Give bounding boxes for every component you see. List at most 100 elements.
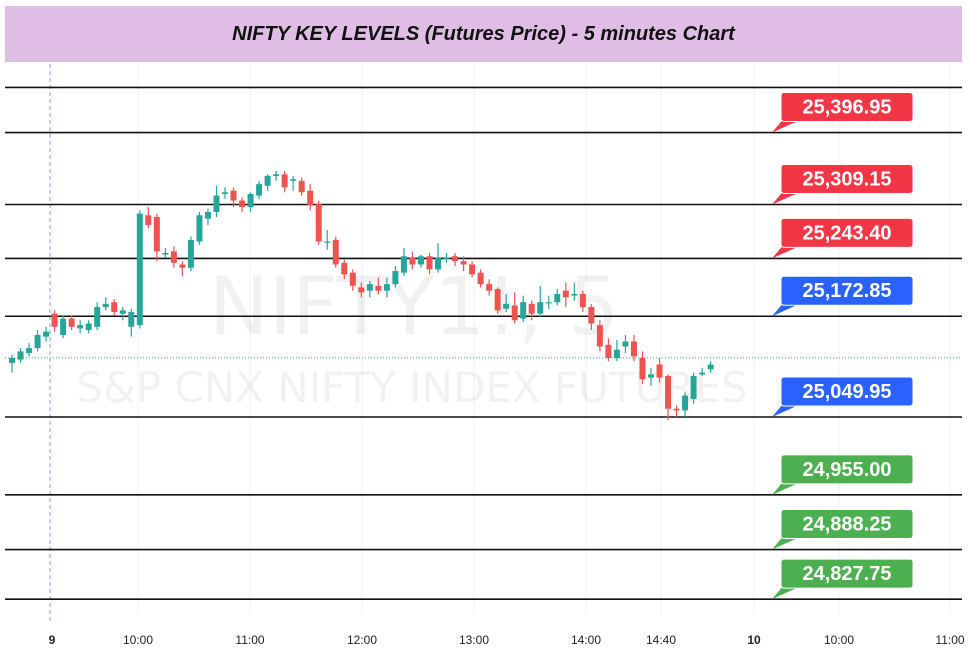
candle-body <box>383 284 390 291</box>
x-tick-label: 9 <box>49 633 56 647</box>
callout-box <box>780 275 914 306</box>
candle <box>68 315 75 331</box>
candle <box>102 297 109 311</box>
candle-body <box>256 184 263 196</box>
candle <box>503 293 510 313</box>
candle <box>596 320 603 352</box>
candle-body <box>537 302 544 314</box>
candle-body <box>639 357 646 380</box>
candle <box>43 326 50 342</box>
candle <box>630 334 637 362</box>
candle <box>153 213 160 262</box>
candle <box>34 330 41 352</box>
candle <box>196 212 203 245</box>
level-callout: 24,888.25 <box>772 509 914 550</box>
candle <box>111 298 118 316</box>
x-tick-label: 13:00 <box>459 633 489 647</box>
candle <box>187 236 194 272</box>
candle-body <box>179 264 186 268</box>
candle <box>60 315 67 339</box>
candle <box>452 252 459 267</box>
candle <box>341 259 348 280</box>
chart-title-banner: NIFTY KEY LEVELS (Futures Price) - 5 min… <box>5 6 962 62</box>
candle-body <box>494 289 501 311</box>
candle <box>358 282 365 298</box>
candle-body <box>375 285 382 291</box>
candle-body <box>409 257 416 265</box>
candle <box>639 351 646 385</box>
candle <box>707 361 714 373</box>
candle-body <box>554 293 561 303</box>
level-value: 25,396.95 <box>803 97 892 119</box>
candle <box>400 248 407 276</box>
candle-body <box>400 256 407 273</box>
candle-body <box>460 261 467 265</box>
level-callout: 24,955.00 <box>772 454 914 495</box>
candle <box>239 197 246 213</box>
candle-body <box>673 408 680 411</box>
candle <box>9 354 15 373</box>
x-tick-label: 11:00 <box>235 633 264 647</box>
candle-body <box>690 375 697 399</box>
candle-body <box>298 180 305 193</box>
candle <box>494 287 501 314</box>
candle <box>409 251 416 270</box>
candle-body <box>102 303 109 308</box>
callout-box <box>780 217 914 248</box>
candle <box>477 269 484 288</box>
candle <box>290 175 297 191</box>
callout-pointer <box>772 119 801 133</box>
level-value: 24,955.00 <box>803 459 892 481</box>
level-callout: 24,827.75 <box>772 558 914 600</box>
candle <box>486 279 493 296</box>
candle-body <box>324 241 331 243</box>
candle-body <box>85 323 92 331</box>
candle-body <box>699 372 706 375</box>
callout-pointer <box>772 245 801 259</box>
candle-body <box>68 318 75 327</box>
callout-pointer <box>772 481 801 495</box>
candle-body <box>77 325 84 329</box>
candle-body <box>213 195 220 213</box>
level-value: 25,309.15 <box>803 169 892 191</box>
candles <box>9 171 714 421</box>
candle <box>366 280 373 298</box>
candle-body <box>290 179 297 181</box>
candle <box>545 295 552 309</box>
candle-body <box>469 264 476 275</box>
x-tick-label: 14:00 <box>571 633 601 647</box>
candle-body <box>26 348 33 354</box>
candle <box>443 252 450 263</box>
candle-body <box>648 374 654 378</box>
candle-body <box>545 302 552 304</box>
candle-body <box>349 272 356 286</box>
callout-pointer <box>772 536 801 550</box>
candle-body <box>596 325 603 347</box>
candle <box>315 200 322 245</box>
candle-body <box>520 302 527 319</box>
candle-body <box>196 215 203 242</box>
candle-body <box>656 364 663 378</box>
candle-body <box>528 303 535 314</box>
candle-body <box>443 257 450 260</box>
candle <box>256 180 263 199</box>
candle-body <box>605 344 612 358</box>
x-tick-label: 12:00 <box>347 633 377 647</box>
candle <box>179 261 186 276</box>
candle <box>579 290 586 313</box>
level-value: 25,243.40 <box>803 222 892 244</box>
candle-body <box>264 175 271 186</box>
candle <box>119 307 126 321</box>
candle <box>622 334 629 354</box>
candle-body <box>204 212 211 219</box>
candle <box>673 405 680 417</box>
candle <box>699 367 706 376</box>
candle-body <box>503 303 510 309</box>
callout-box <box>780 92 914 123</box>
candle <box>571 282 578 301</box>
watermark: NIFTY1!, 5 S&P CNX NIFTY INDEX FUTURES <box>76 260 747 412</box>
candle-body <box>247 193 254 208</box>
callout-box <box>780 509 914 540</box>
level-value: 25,049.95 <box>803 381 892 403</box>
